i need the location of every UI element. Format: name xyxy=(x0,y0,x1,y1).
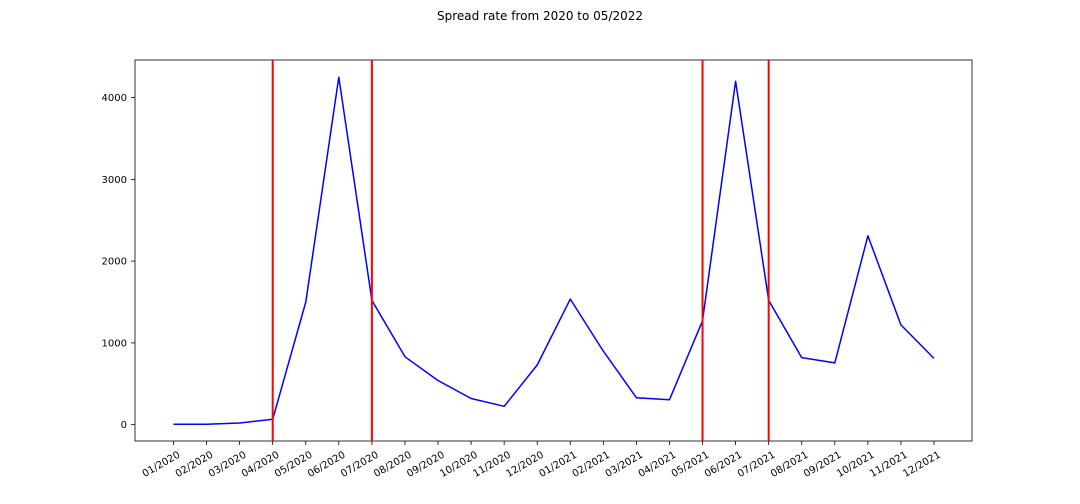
plot-area: 0100020003000400001/202002/202003/202004… xyxy=(102,59,973,480)
y-tick-label: 2000 xyxy=(102,257,127,268)
y-tick-label: 4000 xyxy=(102,93,127,104)
series-line xyxy=(173,76,935,425)
y-tick-label: 1000 xyxy=(102,338,127,349)
axes-frame xyxy=(134,59,973,442)
chart-title: Spread rate from 2020 to 05/2022 xyxy=(437,9,643,23)
y-tick-label: 0 xyxy=(121,420,127,431)
y-tick-label: 3000 xyxy=(102,175,127,186)
x-tick-label: 12/2021 xyxy=(901,450,942,480)
